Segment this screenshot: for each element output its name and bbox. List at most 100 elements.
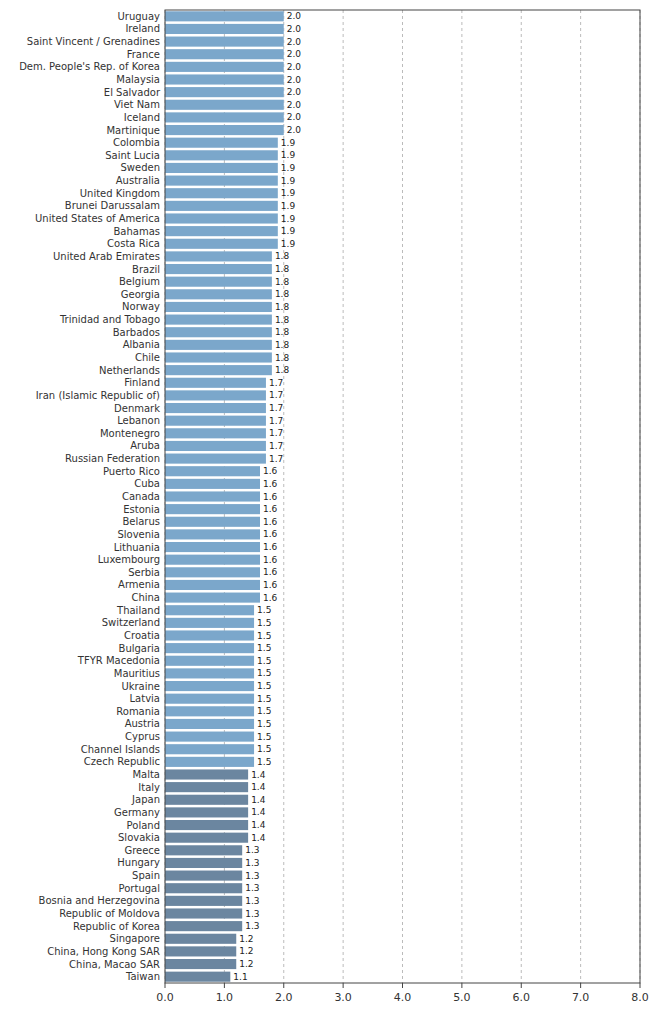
tick-mark (580, 983, 581, 988)
category-label: El Salvador (104, 87, 161, 98)
bar (165, 150, 278, 160)
category-label: Latvia (130, 693, 160, 704)
bars (165, 11, 284, 981)
bar (165, 883, 242, 893)
bar (165, 327, 272, 337)
data-label: 1.9 (281, 239, 296, 249)
data-label: 1.8 (275, 340, 290, 350)
bar (165, 226, 278, 236)
category-label: Russian Federation (65, 453, 160, 464)
tick-label: 5.0 (453, 991, 471, 1004)
category-label: China, Hong Kong SAR (47, 946, 160, 957)
category-label: Sweden (120, 162, 160, 173)
data-label: 1.5 (257, 631, 271, 641)
category-label: Iran (Islamic Republic of) (36, 390, 160, 401)
bar (165, 504, 260, 514)
bar (165, 732, 254, 742)
data-labels: 2.02.02.02.02.02.02.02.02.02.01.91.91.91… (233, 11, 301, 981)
bar (165, 176, 278, 186)
category-label: Dem. People's Rep. of Korea (19, 61, 160, 72)
category-label: Costa Rica (107, 238, 160, 249)
category-label: France (127, 49, 160, 60)
category-label: Cyprus (125, 731, 160, 742)
category-label: Republic of Korea (73, 921, 160, 932)
bar (165, 630, 254, 640)
category-label: Albania (123, 339, 160, 350)
bar (165, 390, 266, 400)
bar (165, 24, 284, 34)
data-label: 1.8 (275, 353, 290, 363)
bar (165, 529, 260, 539)
bar (165, 769, 248, 779)
data-label: 2.0 (287, 75, 302, 85)
category-label: Colombia (113, 137, 160, 148)
category-label: Serbia (128, 567, 160, 578)
tick-mark (283, 983, 284, 988)
data-label: 2.0 (287, 112, 302, 122)
bar (165, 668, 254, 678)
x-axis: 0.01.02.03.04.05.06.07.08.0 (156, 983, 649, 1004)
category-label: Republic of Moldova (59, 908, 160, 919)
data-label: 1.3 (245, 896, 259, 906)
tick-mark (640, 983, 641, 988)
category-label: Brunei Darussalam (65, 200, 160, 211)
category-label: Lebanon (117, 415, 160, 426)
data-label: 1.8 (275, 277, 290, 287)
bar (165, 908, 242, 918)
tick-mark (402, 983, 403, 988)
data-label: 1.2 (239, 946, 253, 956)
data-label: 1.9 (281, 226, 296, 236)
category-label: United States of America (35, 213, 160, 224)
data-label: 1.6 (263, 593, 278, 603)
data-label: 1.3 (245, 858, 259, 868)
data-label: 1.6 (263, 479, 278, 489)
category-label: TFYR Macedonia (77, 655, 160, 666)
data-label: 1.4 (251, 795, 266, 805)
tick-label: 1.0 (216, 991, 234, 1004)
category-label: Malta (132, 769, 160, 780)
category-label: Bosnia and Herzegovina (39, 895, 160, 906)
data-label: 1.6 (263, 529, 278, 539)
data-label: 1.9 (281, 201, 296, 211)
bar (165, 188, 278, 198)
data-label: 1.5 (257, 744, 271, 754)
data-label: 1.8 (275, 264, 290, 274)
data-label: 1.3 (245, 909, 259, 919)
bar (165, 138, 278, 148)
bar (165, 441, 266, 451)
category-label: Malaysia (116, 74, 160, 85)
tick-label: 6.0 (513, 991, 531, 1004)
category-label: Uruguay (118, 11, 161, 22)
category-label: Norway (122, 301, 160, 312)
category-label: Italy (138, 782, 160, 793)
category-label: Slovakia (118, 832, 160, 843)
data-label: 2.0 (287, 62, 302, 72)
category-label: Georgia (121, 289, 160, 300)
category-label: China, Macao SAR (69, 959, 160, 970)
category-label: Ireland (125, 23, 160, 34)
tick-mark (461, 983, 462, 988)
category-label: Trinidad and Tobago (59, 314, 160, 325)
data-label: 1.4 (251, 770, 266, 780)
data-label: 1.7 (269, 441, 283, 451)
data-label: 1.7 (269, 428, 283, 438)
tick-mark (521, 983, 522, 988)
category-label: Channel Islands (81, 744, 160, 755)
data-label: 1.7 (269, 454, 283, 464)
tick-label: 7.0 (572, 991, 590, 1004)
data-label: 1.9 (281, 214, 296, 224)
tick-label: 3.0 (334, 991, 352, 1004)
grid-line (402, 10, 403, 983)
bar (165, 871, 242, 881)
bar (165, 403, 266, 413)
bar (165, 934, 236, 944)
bar (165, 946, 236, 956)
category-label: Bahamas (113, 226, 160, 237)
tick-label: 4.0 (394, 991, 412, 1004)
category-label: Belgium (119, 276, 160, 287)
category-label: China (131, 592, 160, 603)
bar (165, 289, 272, 299)
category-label: Greece (124, 845, 160, 856)
plot-frame (165, 10, 640, 983)
grid-line (461, 10, 462, 983)
